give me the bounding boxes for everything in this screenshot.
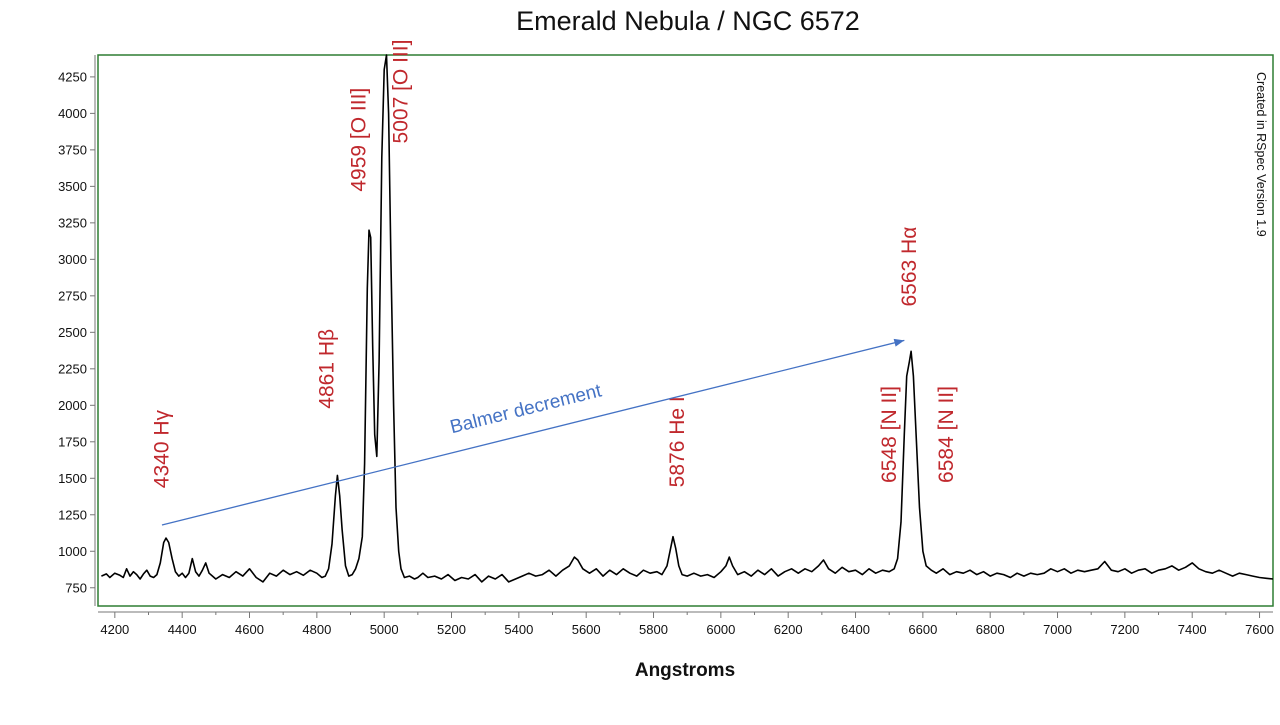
balmer-arrow-head: [893, 338, 905, 347]
emission-line-label: 6548 [N II]: [878, 386, 901, 483]
x-tick-label: 5800: [639, 622, 668, 637]
emission-line-label: 5876 He I: [666, 396, 689, 487]
annotation-layer: 4340 Hγ 4861 Hβ 4959 [O III] 5007 [O III] 58…: [151, 40, 958, 526]
x-tick-label: 4200: [100, 622, 129, 637]
x-axis-label: Angstroms: [635, 660, 735, 681]
x-tick-label: 5000: [370, 622, 399, 637]
emission-line-label: 4959 [O III]: [348, 88, 371, 192]
balmer-arrow-line: [161, 339, 905, 526]
x-tick-label: 7600: [1245, 622, 1274, 637]
y-tick-label: 4250: [58, 69, 87, 84]
x-tick-label: 6400: [841, 622, 870, 637]
x-tick-label: 4600: [235, 622, 264, 637]
spectrum-line: [101, 54, 1274, 583]
x-tick-label: 5600: [572, 622, 601, 637]
y-tick-label: 2000: [58, 398, 87, 413]
x-tick-label: 7000: [1043, 622, 1072, 637]
y-tick-label: 2750: [58, 288, 87, 303]
y-tick-label: 750: [65, 580, 87, 595]
x-axis: 4200 4400 4600 4800 5000 5200 5400 5600 5800 6000…: [98, 611, 1274, 637]
y-tick-label: 3250: [58, 215, 87, 230]
emission-line-label: 6584 [N II]: [935, 386, 958, 483]
x-tick-label: 6600: [908, 622, 937, 637]
x-tick-label: 4400: [168, 622, 197, 637]
x-tick-label: 6000: [706, 622, 735, 637]
y-tick-label: 3500: [58, 179, 87, 194]
x-tick-label: 5200: [437, 622, 466, 637]
x-tick-label: 5400: [504, 622, 533, 637]
y-tick-label: 4000: [58, 106, 87, 121]
x-tick-label: 7200: [1110, 622, 1139, 637]
y-tick-label: 2500: [58, 325, 87, 340]
balmer-decrement-label: Balmer decrement: [448, 380, 604, 438]
emission-line-label: 5007 [O III]: [390, 40, 413, 144]
x-tick-label: 6200: [774, 622, 803, 637]
rspec-watermark: Created in RSpec Version 1.9: [1254, 72, 1268, 237]
emission-line-label: 4340 Hγ: [151, 409, 174, 488]
y-tick-label: 1000: [58, 544, 87, 559]
y-axis: 750 1000 1250 1500 1750 2000 2250 2500 2750 3000 3…: [58, 55, 96, 606]
y-tick-label: 1750: [58, 434, 87, 449]
y-tick-label: 3750: [58, 142, 87, 157]
x-tick-label: 6800: [976, 622, 1005, 637]
y-tick-label: 2250: [58, 361, 87, 376]
emission-line-label: 6563 Hα: [898, 227, 921, 307]
chart-title: Emerald Nebula / NGC 6572: [516, 6, 860, 36]
y-tick-label: 1500: [58, 471, 87, 486]
y-tick-label: 1250: [58, 507, 87, 522]
emission-line-label: 4861 Hβ: [316, 329, 339, 409]
series-layer: [101, 54, 1274, 583]
x-tick-label: 4800: [302, 622, 331, 637]
x-tick-label: 7400: [1178, 622, 1207, 637]
plot-frame: [97, 54, 1274, 607]
y-tick-label: 3000: [58, 252, 87, 267]
